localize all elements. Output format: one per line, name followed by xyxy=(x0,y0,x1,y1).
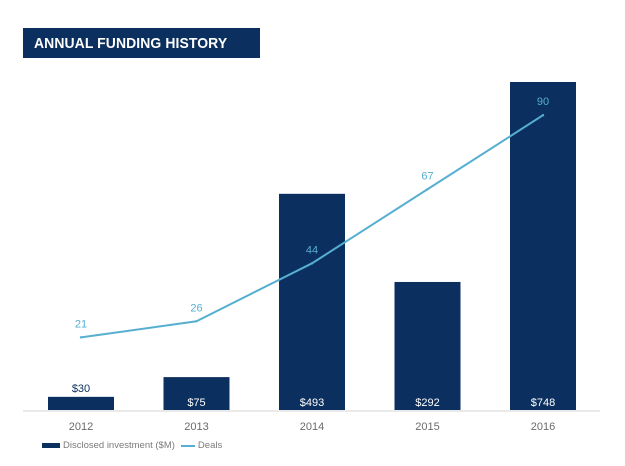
x-tick-label-2015: 2015 xyxy=(415,421,439,433)
bar-label-2015: $292 xyxy=(415,397,439,409)
legend-swatch-deals xyxy=(180,444,195,447)
bar-2012 xyxy=(48,396,114,410)
bar-2016 xyxy=(510,82,576,410)
deals-point-2013 xyxy=(195,320,198,323)
bar-label-2014: $493 xyxy=(300,397,324,409)
bar-label-2012: $30 xyxy=(72,383,90,395)
chart-title: ANNUAL FUNDING HISTORY xyxy=(34,34,228,52)
deals-label-2014: 44 xyxy=(306,244,318,256)
legend-label-investment: Disclosed investment ($M) xyxy=(63,440,175,451)
deals-label-2016: 90 xyxy=(537,96,549,108)
bar-label-2016: $748 xyxy=(531,397,555,409)
deals-point-2012 xyxy=(79,336,83,339)
legend-label-deals: Deals xyxy=(197,440,223,451)
bar-2014 xyxy=(279,193,345,410)
chart-title-banner: ANNUAL FUNDING HISTORY xyxy=(23,28,260,58)
deals-label-2013: 26 xyxy=(190,302,202,314)
deals-point-2014 xyxy=(310,262,314,265)
x-tick-label-2014: 2014 xyxy=(300,421,324,433)
x-tick-label-2012: 2012 xyxy=(69,421,93,433)
x-tick-label-2016: 2016 xyxy=(531,421,555,433)
legend: Disclosed investment ($M) Deals xyxy=(42,440,228,451)
deals-point-2016 xyxy=(541,114,545,117)
legend-item-deals: Deals xyxy=(180,440,223,451)
legend-item-investment: Disclosed investment ($M) xyxy=(42,440,175,451)
bar-2015 xyxy=(394,281,461,410)
legend-swatch-investment xyxy=(42,443,60,448)
bar-2013 xyxy=(163,377,230,410)
deals-label-2012: 21 xyxy=(75,318,87,330)
deals-label-2015: 67 xyxy=(421,170,433,182)
x-tick-label-2013: 2013 xyxy=(184,421,208,433)
deals-point-2015 xyxy=(426,188,429,191)
bar-label-2013: $75 xyxy=(187,397,205,409)
